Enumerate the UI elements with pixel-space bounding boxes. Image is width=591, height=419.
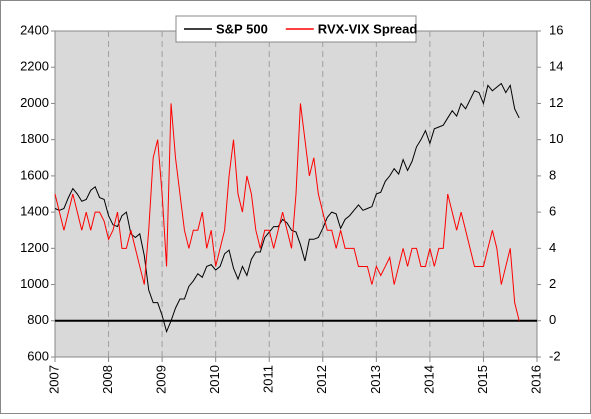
y2-tick-label: 14 <box>549 59 563 74</box>
x-tick-label: 2014 <box>421 365 436 394</box>
y2-tick-label: 16 <box>549 22 563 37</box>
y-tick-label: 600 <box>27 348 49 363</box>
x-tick-label: 2011 <box>261 365 276 393</box>
y-tick-label: 1200 <box>20 240 49 255</box>
y2-tick-label: 6 <box>549 204 556 219</box>
y-tick-label: 2400 <box>20 22 49 37</box>
y2-tick-label: 12 <box>549 95 563 110</box>
y-tick-label: 1400 <box>20 204 49 219</box>
y2-tick-label: 10 <box>549 131 563 146</box>
x-tick-label: 2015 <box>475 365 490 394</box>
y-tick-label: 2000 <box>20 95 49 110</box>
legend-label: S&P 500 <box>216 21 268 36</box>
y-tick-label: 2200 <box>20 59 49 74</box>
x-tick-label: 2013 <box>368 365 383 394</box>
y2-tick-label: 0 <box>549 312 556 327</box>
y-tick-label: 1000 <box>20 276 49 291</box>
legend-label: RVX-VIX Spread <box>318 21 418 36</box>
x-tick-label: 2008 <box>100 365 115 394</box>
y-tick-label: 1600 <box>20 167 49 182</box>
y2-tick-label: -2 <box>549 348 561 363</box>
x-tick-label: 2010 <box>207 365 222 394</box>
y-tick-label: 1800 <box>20 131 49 146</box>
y2-tick-label: 8 <box>549 167 556 182</box>
y2-tick-label: 2 <box>549 276 556 291</box>
y-tick-label: 800 <box>27 312 49 327</box>
x-tick-label: 2016 <box>528 365 543 394</box>
y2-tick-label: 4 <box>549 240 556 255</box>
series-line <box>54 103 520 321</box>
x-tick-label: 2012 <box>314 365 329 394</box>
x-tick-label: 2009 <box>154 365 169 394</box>
x-tick-label: 2007 <box>46 365 61 394</box>
